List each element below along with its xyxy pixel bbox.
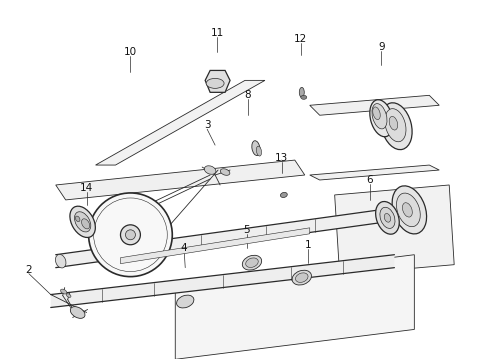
Ellipse shape — [245, 258, 258, 267]
Polygon shape — [56, 160, 305, 200]
Ellipse shape — [402, 203, 412, 217]
Text: 9: 9 — [378, 41, 385, 51]
Ellipse shape — [280, 192, 287, 198]
Ellipse shape — [243, 255, 262, 270]
Ellipse shape — [176, 295, 194, 308]
Text: 13: 13 — [275, 153, 289, 163]
Ellipse shape — [204, 166, 216, 174]
Ellipse shape — [372, 104, 387, 129]
Ellipse shape — [220, 169, 230, 175]
Polygon shape — [335, 185, 454, 275]
Text: 8: 8 — [245, 90, 251, 100]
Ellipse shape — [67, 294, 71, 297]
Text: 4: 4 — [181, 243, 188, 253]
Ellipse shape — [299, 87, 304, 97]
Ellipse shape — [295, 273, 308, 282]
Polygon shape — [310, 95, 439, 115]
Ellipse shape — [252, 141, 260, 156]
Ellipse shape — [61, 289, 67, 294]
Polygon shape — [96, 80, 265, 165]
Ellipse shape — [392, 186, 427, 234]
Text: 1: 1 — [304, 240, 311, 250]
Text: 6: 6 — [366, 175, 373, 185]
Ellipse shape — [292, 270, 312, 285]
Polygon shape — [310, 165, 439, 180]
Circle shape — [125, 230, 135, 240]
Ellipse shape — [74, 212, 91, 232]
Ellipse shape — [396, 193, 420, 227]
Circle shape — [89, 193, 172, 276]
Ellipse shape — [70, 206, 96, 238]
Ellipse shape — [376, 202, 399, 234]
Text: 10: 10 — [124, 48, 137, 58]
Polygon shape — [121, 228, 310, 264]
Ellipse shape — [385, 109, 406, 142]
Ellipse shape — [301, 95, 307, 99]
Text: 2: 2 — [25, 265, 32, 275]
Text: 14: 14 — [80, 183, 93, 193]
Ellipse shape — [373, 107, 380, 120]
Text: 12: 12 — [294, 33, 307, 44]
Ellipse shape — [81, 219, 90, 229]
Text: 11: 11 — [211, 28, 224, 37]
Ellipse shape — [381, 103, 412, 150]
Circle shape — [121, 225, 141, 245]
Ellipse shape — [75, 216, 80, 222]
Polygon shape — [56, 210, 379, 268]
Ellipse shape — [389, 116, 398, 130]
Ellipse shape — [256, 146, 262, 156]
Polygon shape — [205, 71, 230, 92]
Text: 3: 3 — [204, 120, 211, 130]
Ellipse shape — [70, 307, 85, 318]
Ellipse shape — [206, 78, 224, 88]
Text: 5: 5 — [244, 225, 250, 235]
Polygon shape — [175, 255, 415, 359]
Ellipse shape — [55, 255, 66, 268]
Ellipse shape — [380, 207, 395, 229]
Ellipse shape — [384, 213, 391, 222]
Ellipse shape — [370, 100, 393, 137]
Polygon shape — [51, 255, 394, 307]
